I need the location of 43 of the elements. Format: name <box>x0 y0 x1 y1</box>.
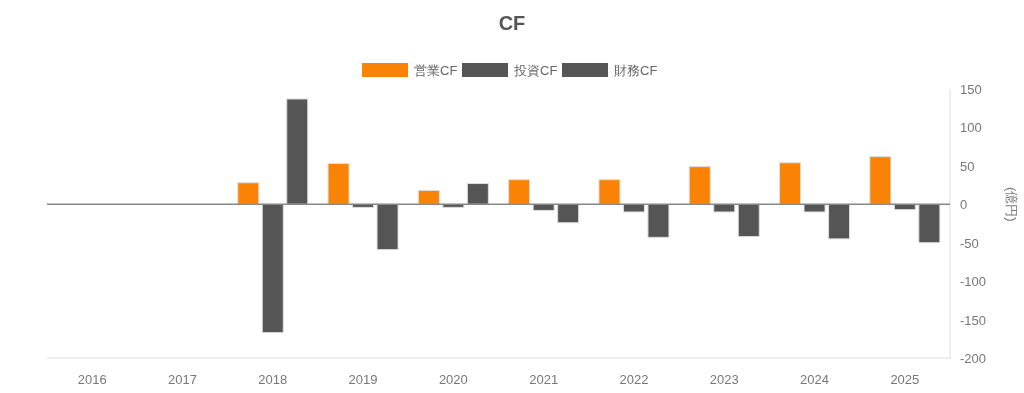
x-tick-label: 2025 <box>890 372 920 387</box>
x-tick-label: 2023 <box>709 372 739 387</box>
y2-axis-title: (億円) <box>1004 186 1019 222</box>
chart-title: CF <box>498 12 526 34</box>
bar <box>417 189 440 205</box>
bar <box>713 203 736 213</box>
x-tick-label: 2017 <box>167 372 197 387</box>
y2-tick-label: -50 <box>960 235 979 251</box>
bar <box>779 162 802 205</box>
bar <box>869 156 892 205</box>
bar <box>286 98 309 205</box>
bar <box>376 203 399 251</box>
x-tick-label: 2021 <box>529 372 559 387</box>
legend-label: 営業CF <box>414 63 458 78</box>
y2-tick-label: -100 <box>960 274 987 290</box>
bar <box>918 203 941 244</box>
bar <box>261 203 284 334</box>
y2-tick-label: 0 <box>960 197 968 213</box>
legend-label: 投資CF <box>513 63 558 78</box>
bar <box>327 163 350 205</box>
x-tick-label: 2022 <box>619 372 649 387</box>
x-tick-label: 2020 <box>438 372 468 387</box>
legend-label: 財務CF <box>614 63 658 78</box>
y2-tick-label: 100 <box>960 120 982 136</box>
bar <box>803 203 826 213</box>
y2-tick-label: -200 <box>960 351 987 366</box>
x-tick-label: 2019 <box>348 372 378 387</box>
bar <box>737 203 760 238</box>
y2-tick-label: -150 <box>960 312 987 328</box>
bar <box>622 203 645 213</box>
y2-tick-label: 150 <box>960 82 982 97</box>
bar <box>508 179 531 205</box>
x-tick-label: 2016 <box>77 372 107 387</box>
bar <box>557 203 580 224</box>
bar <box>466 183 489 205</box>
bar <box>688 166 711 205</box>
y2-tick-label: 50 <box>960 158 975 174</box>
bar <box>647 203 670 238</box>
x-tick-label: 2018 <box>258 372 288 387</box>
x-tick-label: 2024 <box>800 372 830 387</box>
bar <box>237 182 260 205</box>
bar <box>828 203 851 240</box>
bar <box>598 179 621 205</box>
